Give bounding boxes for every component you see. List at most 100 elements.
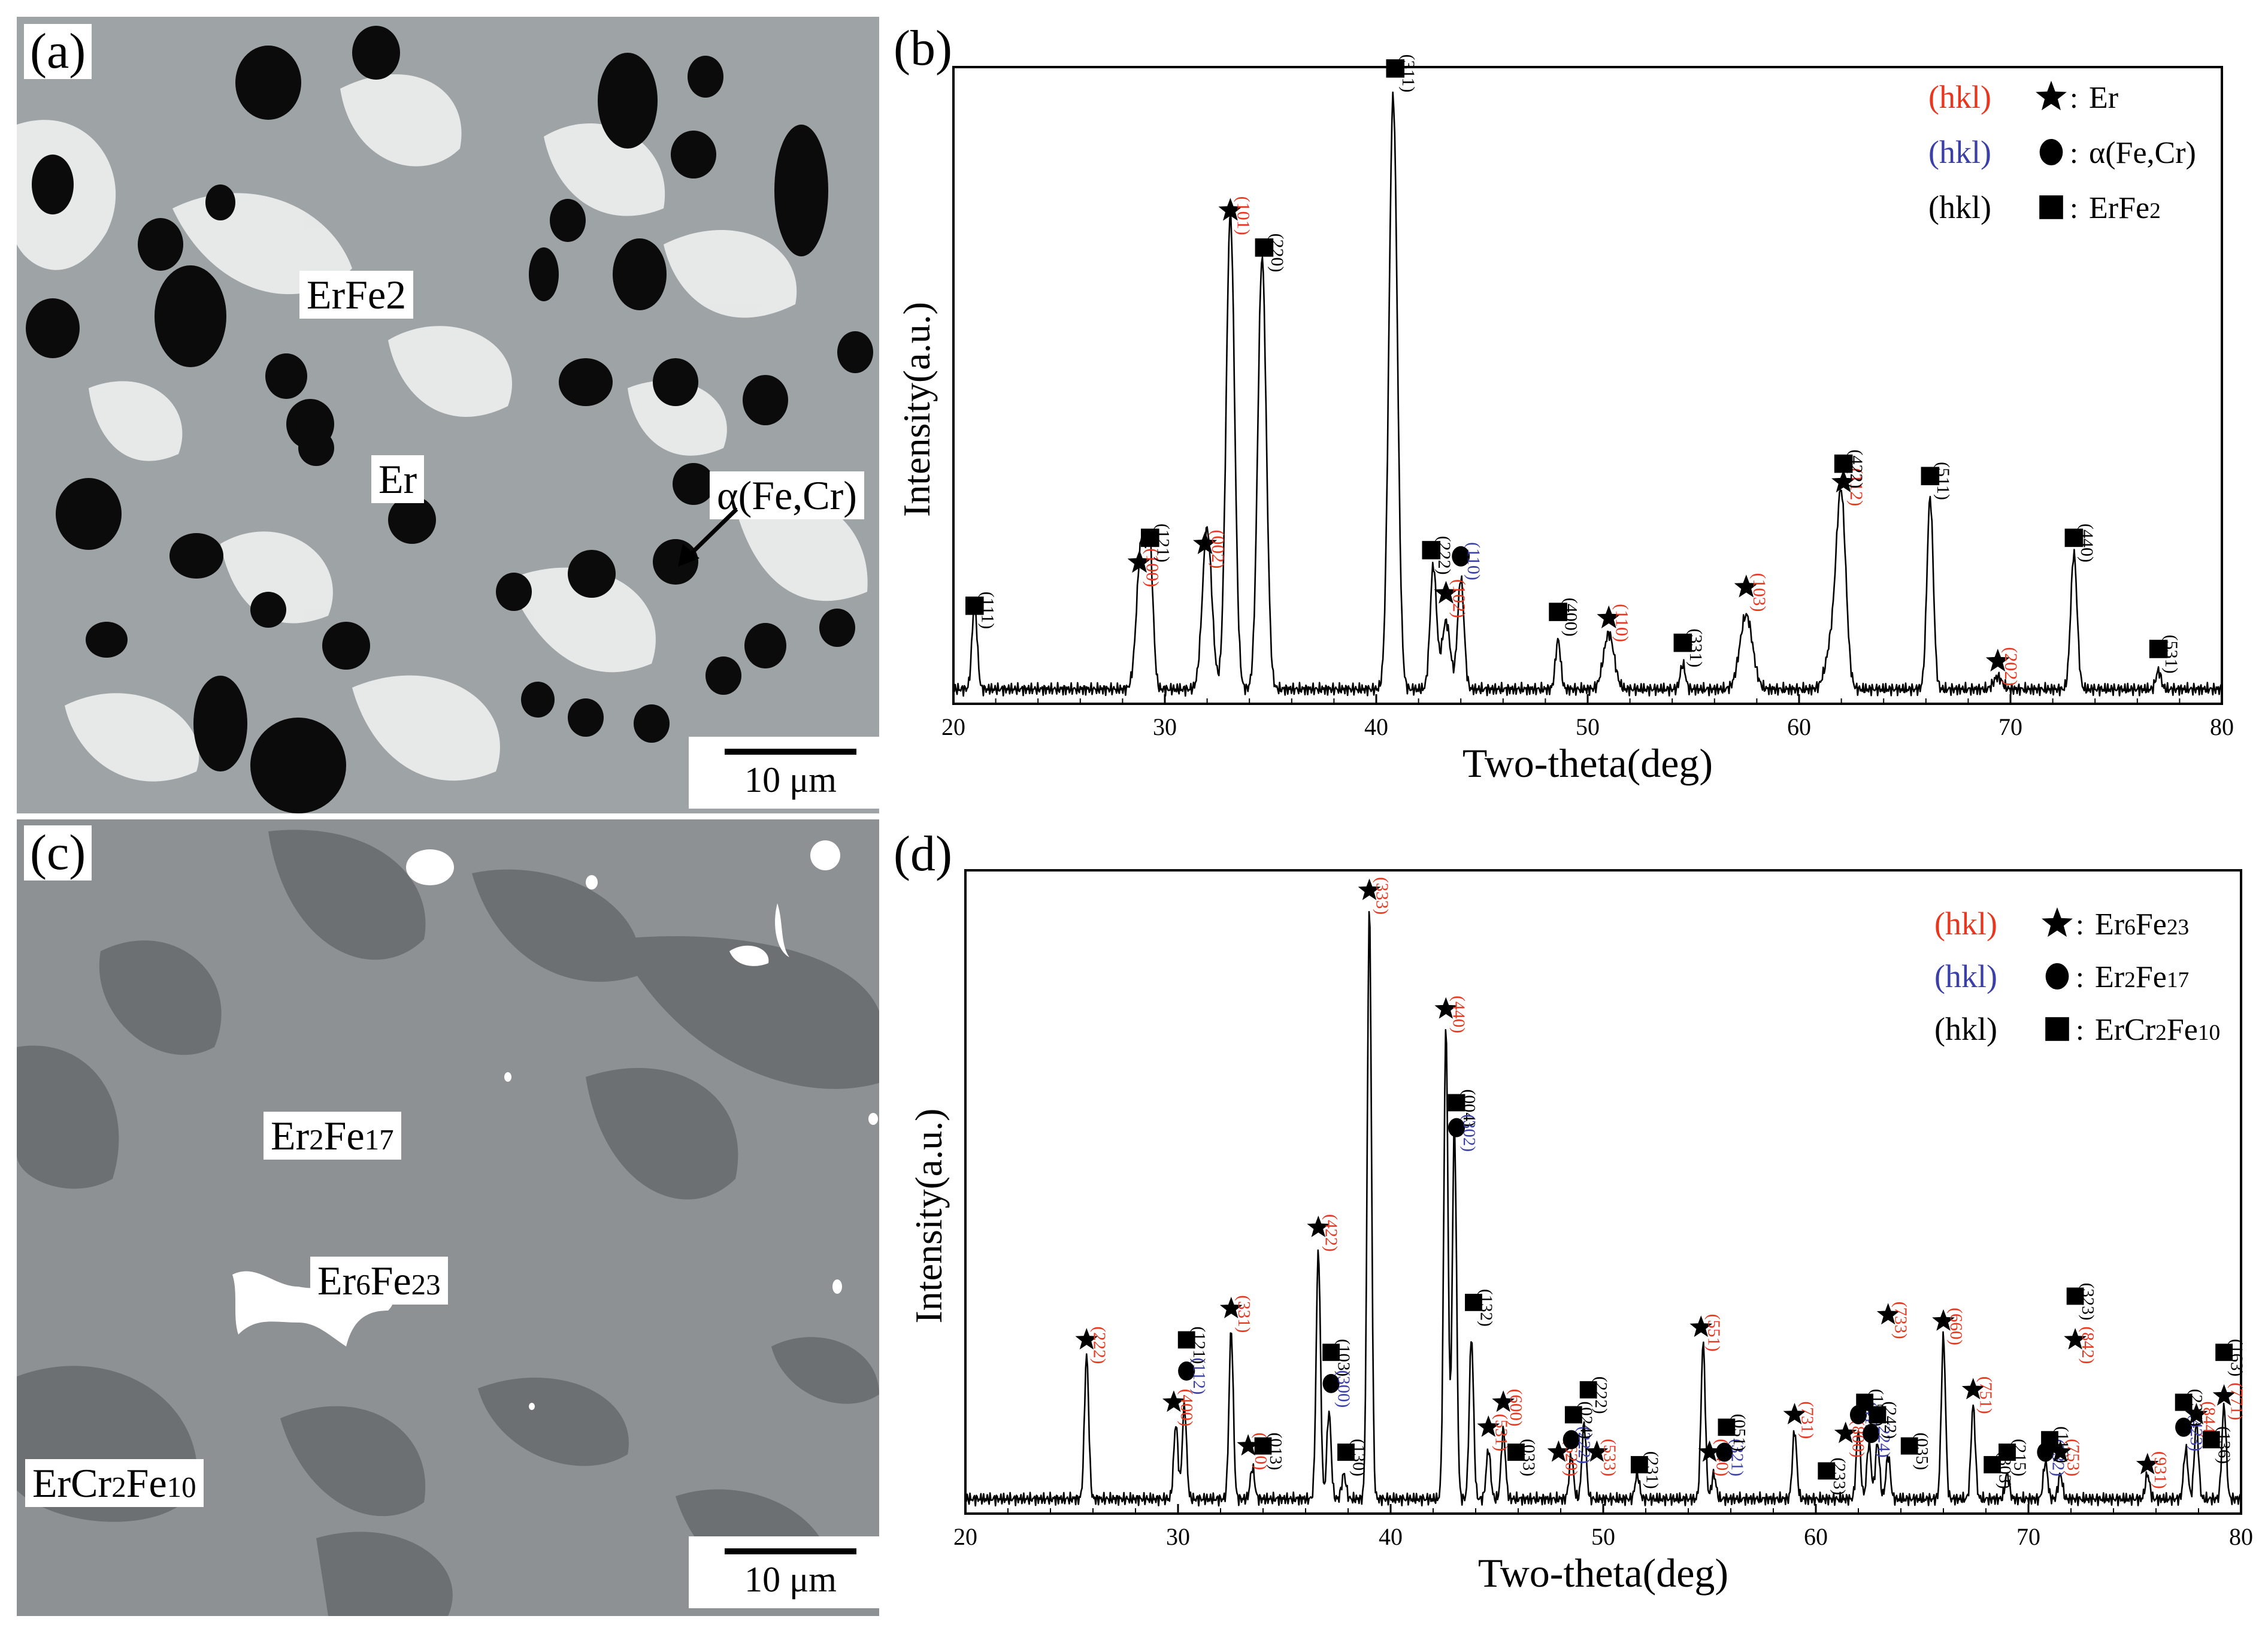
xrd-chart-d: 20 30 40 50 60 70 80 Two-theta(deg) Intensity(a.… [894, 826, 2253, 1596]
b-peak-label: (511) [1933, 462, 1953, 500]
d-peak-marker-square [1718, 1418, 1736, 1436]
d-peak-marker-star [1162, 1390, 1185, 1412]
d-peak-label: (842) [2078, 1327, 2097, 1364]
scale-bar-line-c [725, 1548, 856, 1554]
d-xtick-label: 30 [1166, 1523, 1190, 1550]
b-peak-label: (110) [1612, 604, 1631, 642]
d-peak-label: (931) [2151, 1451, 2170, 1489]
b-peak-label: (400) [1561, 598, 1581, 637]
micrograph-c [17, 819, 879, 1616]
d-legend-hkl: (hkl) [1934, 1011, 1997, 1047]
d-peak-marker-square [2041, 1431, 2058, 1449]
phase-label-er2fe17: Er2Fe17 [264, 1112, 401, 1160]
b-legend-marker-circle [2039, 139, 2063, 165]
d-peak-marker-square [1984, 1456, 2001, 1473]
b-peak-label: (111) [977, 591, 997, 629]
d-peak-label: (222) [1089, 1327, 1109, 1364]
d-peak-label: (136) [2214, 1426, 2233, 1464]
d-peak-marker-square [1630, 1456, 1648, 1473]
b-peak-marker-star [1734, 574, 1758, 598]
b-peak-label: (002) [1208, 529, 1228, 568]
b-peak-marker-square [1255, 238, 1274, 257]
b-peak-label: (331) [1686, 628, 1706, 667]
d-peak-marker-square [1448, 1094, 1465, 1112]
d-peak-label: (331) [1234, 1295, 1253, 1333]
d-peak-marker-square [2215, 1343, 2233, 1361]
d-legend-phase: Er2Fe17 [2095, 960, 2189, 994]
d-peak-marker-star [1932, 1309, 1955, 1331]
d-peak-label: (731) [1798, 1402, 1817, 1439]
d-peak-label: (121) [1189, 1327, 1209, 1364]
d-legend-hkl: (hkl) [1934, 906, 1997, 942]
d-peak-marker-square [1818, 1462, 1836, 1480]
b-peak-marker-star [1985, 649, 2010, 672]
xrd-chart-b: 20 30 40 50 60 70 80 Two-theta(deg) Intensity(a.… [894, 20, 2234, 786]
b-peak-marker-star [1193, 531, 1218, 555]
d-peak-marker-circle [1322, 1373, 1340, 1393]
d-peak-marker-star [1477, 1415, 1500, 1437]
d-xtick-label: 80 [2229, 1523, 2253, 1550]
d-peak-label: (753) [2063, 1439, 2082, 1476]
b-legend-marker-star [2036, 80, 2067, 111]
d-peak-label: (222) [1591, 1376, 1610, 1414]
d-peak-marker-square [1337, 1444, 1355, 1461]
b-peak-marker-square [1921, 467, 1940, 486]
b-peak-marker-square [1673, 633, 1692, 652]
arrow-alpha [678, 507, 738, 567]
d-peak-marker-star [1075, 1328, 1098, 1349]
d-peak-marker-star [1358, 878, 1381, 900]
d-peak-marker-square [1322, 1343, 1340, 1361]
b-xtick-label: 80 [2210, 713, 2234, 740]
micrograph-a [17, 17, 879, 813]
d-peak-marker-circle [2175, 1417, 2193, 1437]
b-peak-label: (103) [1749, 573, 1769, 612]
b-x-axis-label: Two-theta(deg) [1462, 740, 1713, 786]
d-peak-label: (233) [1830, 1457, 1849, 1495]
d-peak-label: (112) [1189, 1358, 1209, 1395]
d-peak-marker-star [1307, 1215, 1330, 1237]
d-peak-marker-square [2175, 1393, 2193, 1411]
d-peak-label: (163) [2227, 1339, 2246, 1376]
d-peak-label: (422) [1321, 1214, 1340, 1252]
d-peak-marker-star [1698, 1440, 1721, 1462]
scale-bar-a: 10 μm [689, 737, 892, 809]
d-peak-label: (013) [1266, 1433, 1285, 1470]
b-peak-marker-square [965, 596, 984, 615]
d-xtick-label: 20 [953, 1523, 977, 1550]
d-peak-label: (733) [1891, 1302, 1910, 1339]
d-peak-marker-square [1998, 1444, 2016, 1461]
d-peak-marker-star [1689, 1315, 1713, 1338]
d-legend-colon: : [2076, 960, 2084, 994]
b-peak-marker-star [1434, 580, 1458, 604]
b-legend-colon: : [2070, 191, 2078, 225]
b-peak-label: (422) [1846, 449, 1866, 488]
d-legend-colon: : [2076, 907, 2084, 941]
d-peak-label: (033) [1519, 1439, 1538, 1476]
d-peak-label: (600) [1506, 1389, 1525, 1427]
d-peak-label: (423) [2187, 1414, 2206, 1451]
b-legend-hkl: (hkl) [1928, 189, 1991, 225]
b-peak-marker-square [1422, 541, 1441, 559]
d-peak-marker-square [1177, 1331, 1195, 1349]
b-legend-phase: α(Fe,Cr) [2089, 136, 2196, 170]
d-peak-label: (551) [1704, 1314, 1723, 1352]
d-peak-label: (302) [1459, 1114, 1479, 1152]
b-legend-phase: ErFe2 [2089, 191, 2161, 225]
d-peak-marker-star [1585, 1440, 1609, 1462]
micrograph-a-image [17, 17, 879, 813]
d-peak-label: (224) [1874, 1420, 1893, 1458]
d-peak-marker-square [1579, 1381, 1597, 1399]
b-peak-label: (531) [2161, 635, 2181, 674]
d-x-axis-label: Two-theta(deg) [1478, 1550, 1728, 1596]
micrograph-c-image [17, 819, 879, 1616]
d-panel-label: (d) [894, 826, 952, 882]
phase-label-alpha: α(Fe,Cr) [710, 471, 864, 519]
b-peak-marker-square [1140, 528, 1159, 547]
b-pattern-line [952, 91, 2223, 697]
b-xtick-label: 60 [1787, 713, 1811, 740]
b-peak-marker-star [1218, 198, 1243, 221]
b-legend-phase: Er [2089, 81, 2118, 115]
d-peak-marker-star [1237, 1434, 1259, 1456]
b-xtick-label: 30 [1153, 713, 1177, 740]
panel-label-a: (a) [24, 24, 92, 79]
